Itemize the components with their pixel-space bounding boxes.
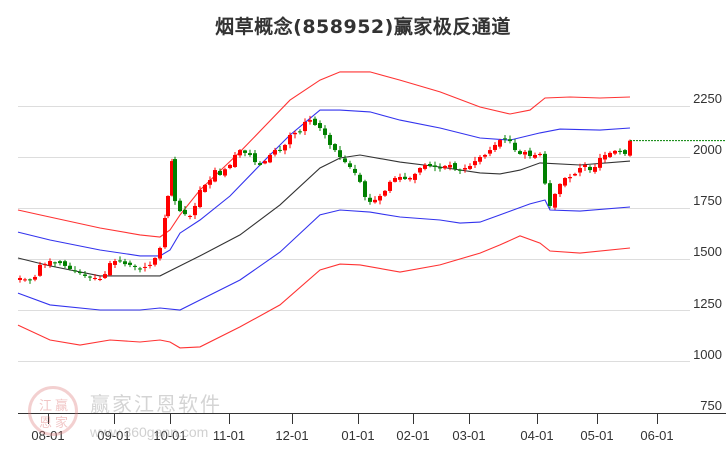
x-tick-label: 09-01 [97, 428, 131, 443]
x-tick-label: 12-01 [275, 428, 309, 443]
watermark-logo-char: 恩 [39, 416, 53, 431]
x-tick-label: 05-01 [580, 428, 614, 443]
watermark-logo-char: 江 [39, 399, 53, 414]
watermark-logo-icon: 江 赢 恩 家 [28, 386, 78, 436]
x-tick-label: 04-01 [520, 428, 554, 443]
y-tick-label: 1250 [693, 296, 722, 311]
x-tick-label: 11-01 [212, 428, 246, 443]
y-tick-label: 1500 [693, 244, 722, 259]
x-tick-label: 02-01 [396, 428, 430, 443]
x-tick-label: 10-01 [153, 428, 187, 443]
y-tick-label: 750 [700, 398, 722, 413]
x-tick-label: 06-01 [640, 428, 674, 443]
y-tick-label: 2250 [693, 91, 722, 106]
x-tick-label: 03-01 [452, 428, 486, 443]
y-tick-label: 1750 [693, 193, 722, 208]
channel-bands [17, 71, 631, 349]
x-axis [18, 413, 726, 424]
watermark-brand: 赢家江恩软件 [90, 392, 222, 416]
watermark-logo-char: 家 [55, 416, 69, 431]
y-tick-label: 2000 [693, 142, 722, 157]
y-tick-label: 1000 [693, 347, 722, 362]
x-tick-label: 01-01 [341, 428, 375, 443]
watermark-logo-char: 赢 [55, 399, 69, 414]
watermark-url: www.360gann.com [90, 424, 209, 440]
candles [18, 115, 632, 284]
chart-title: 烟草概念(858952)赢家极反通道 [215, 16, 511, 38]
gridlines [18, 106, 690, 362]
